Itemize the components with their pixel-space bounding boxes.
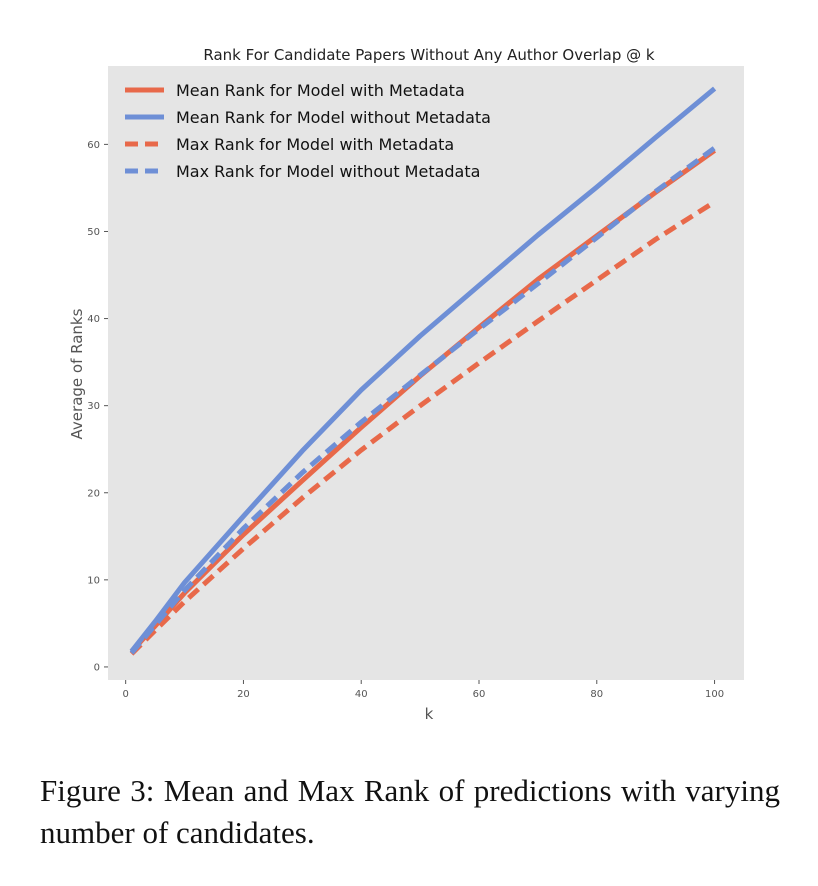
x-tick-label: 60 <box>473 689 486 700</box>
series-line-2 <box>129 86 717 653</box>
x-tick-label: 20 <box>237 689 250 700</box>
chart-title: Rank For Candidate Papers Without Any Au… <box>203 46 655 64</box>
y-axis-label: Average of Ranks <box>68 308 86 439</box>
series-line-3 <box>129 199 716 656</box>
y-tick-label: 50 <box>87 227 100 238</box>
y-tick-label: 40 <box>87 314 100 325</box>
y-axis-ticks: 0 10 20 30 40 50 60 <box>87 140 108 673</box>
legend-label-1: Mean Rank for Model with Metadata <box>176 81 465 100</box>
legend-label-3: Max Rank for Model with Metadata <box>176 135 454 154</box>
x-axis-label: k <box>425 705 434 723</box>
figure-caption: Figure 3: Mean and Max Rank of predictio… <box>40 773 780 850</box>
y-tick-label: 10 <box>87 575 100 586</box>
y-tick-label: 0 <box>94 662 100 673</box>
x-tick-label: 80 <box>590 689 603 700</box>
series-line-4 <box>129 145 717 655</box>
x-axis-ticks: 0 20 40 60 80 100 <box>122 680 724 700</box>
x-tick-label: 40 <box>355 689 368 700</box>
line-chart: Rank For Candidate Papers Without Any Au… <box>68 46 744 723</box>
y-tick-label: 30 <box>87 401 100 412</box>
x-tick-label: 100 <box>705 689 724 700</box>
y-tick-label: 60 <box>87 140 100 151</box>
series-layer <box>129 86 717 656</box>
y-tick-label: 20 <box>87 488 100 499</box>
legend-label-4: Max Rank for Model without Metadata <box>176 162 480 181</box>
legend: Mean Rank for Model with Metadata Mean Ra… <box>125 81 491 181</box>
legend-label-2: Mean Rank for Model without Metadata <box>176 108 491 127</box>
x-tick-label: 0 <box>122 689 128 700</box>
